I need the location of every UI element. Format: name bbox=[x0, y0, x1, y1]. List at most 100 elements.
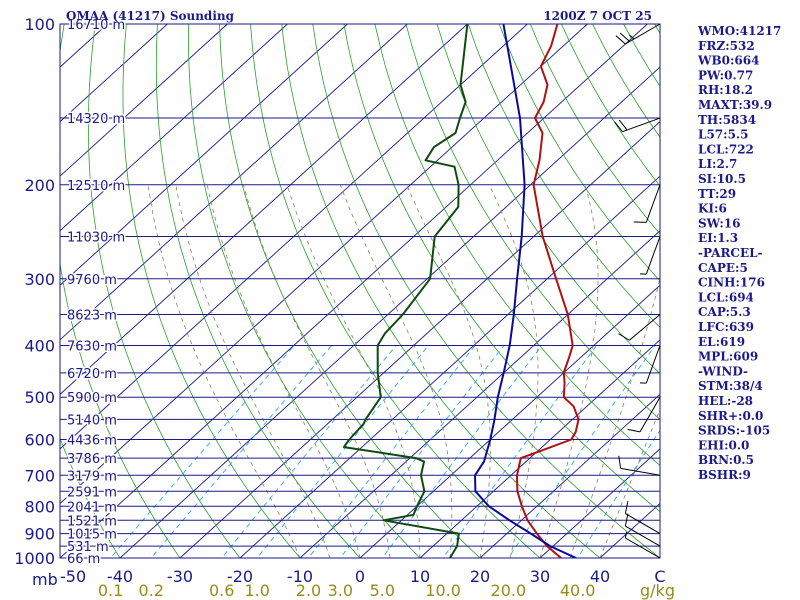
wind-barbs bbox=[614, 23, 661, 559]
isotherm bbox=[60, 24, 228, 177]
mixing-ratio-label: 0.6 bbox=[209, 581, 234, 600]
dry-adiabat bbox=[498, 24, 660, 282]
index-item: FRZ:532 bbox=[698, 39, 755, 53]
index-item: CINH:176 bbox=[698, 276, 765, 290]
height-label: 12510 m bbox=[67, 179, 125, 194]
temperature-tick-label: 20 bbox=[470, 567, 490, 586]
mixing-ratio-label: 0.1 bbox=[98, 581, 123, 600]
index-item: EHI:0.0 bbox=[698, 438, 749, 452]
moist-adiabat bbox=[147, 184, 301, 558]
index-item: KI:6 bbox=[698, 202, 727, 216]
wind-barb bbox=[615, 23, 661, 45]
chart-title: OMAA (41217) Sounding bbox=[66, 9, 235, 23]
dry-adiabat bbox=[88, 24, 241, 558]
wind-barb bbox=[624, 513, 661, 547]
isotherm bbox=[479, 393, 660, 558]
mixing-ratio-label: 2.0 bbox=[296, 581, 321, 600]
temperature-tick-label: -20 bbox=[227, 567, 253, 586]
index-item: EL:619 bbox=[698, 335, 745, 349]
pressure-tick-label: 100 bbox=[24, 15, 55, 34]
dry-adiabat bbox=[312, 24, 660, 558]
pressure-unit: mb bbox=[32, 570, 58, 589]
isobars bbox=[60, 23, 660, 559]
index-item: EI:1.3 bbox=[698, 231, 738, 245]
height-label: 1521 m bbox=[67, 514, 117, 529]
mixing-ratio-label: 10.0 bbox=[425, 581, 461, 600]
pressure-tick-label: 400 bbox=[24, 337, 55, 356]
index-item: HEL:-28 bbox=[698, 394, 753, 408]
temperature-tick-label: C bbox=[654, 567, 665, 586]
temperature-axis-labels: -50 -40 -30 -20 -10 0 10 20 30 40 C bbox=[60, 567, 666, 586]
dry-adiabat bbox=[219, 24, 481, 558]
index-item: -WIND- bbox=[698, 364, 748, 378]
height-label: 1015 m bbox=[67, 528, 117, 543]
isotherm bbox=[539, 448, 660, 558]
mixing-ratio-label: 20.0 bbox=[491, 581, 527, 600]
parcel-path-line bbox=[474, 24, 577, 558]
index-item: BRN:0.5 bbox=[698, 453, 754, 467]
mixing-ratio-label: 3.0 bbox=[328, 581, 353, 600]
index-item: LFC:639 bbox=[698, 320, 754, 334]
wind-barb bbox=[639, 345, 661, 384]
temperature-tick-label: -10 bbox=[287, 567, 313, 586]
height-label: 4436 m bbox=[67, 434, 117, 449]
height-label: 16710 m bbox=[67, 18, 125, 33]
mixing-ratio-label: 0.2 bbox=[139, 581, 164, 600]
isotherm bbox=[179, 121, 660, 558]
moist-adiabat bbox=[569, 276, 660, 558]
wind-barb bbox=[624, 531, 661, 559]
height-label: 531 m bbox=[67, 540, 109, 555]
pressure-tick-label: 1000 bbox=[14, 549, 55, 568]
height-label: 14320 m bbox=[67, 112, 125, 127]
temperature-tick-label: -30 bbox=[167, 567, 193, 586]
isotherm bbox=[60, 24, 348, 286]
mixing-ratio-line bbox=[150, 345, 333, 558]
height-label: 11030 m bbox=[67, 230, 125, 245]
height-label: 2591 m bbox=[67, 485, 117, 500]
mixing-ratio-line bbox=[221, 345, 397, 558]
pressure-tick-label: 500 bbox=[24, 388, 55, 407]
chart-time: 1200Z 7 OCT 25 bbox=[543, 9, 652, 23]
index-item: CAPE:5 bbox=[698, 261, 748, 275]
pressure-tick-label: 800 bbox=[24, 497, 55, 516]
wind-barb bbox=[624, 501, 661, 534]
dry-adiabat bbox=[281, 24, 601, 558]
pressure-tick-label: 900 bbox=[24, 525, 55, 544]
pressure-axis-labels: 100 200 300 400 500 600 700 800 900 1000 bbox=[14, 15, 55, 568]
dry-adiabat bbox=[60, 437, 121, 558]
index-item: LCL:722 bbox=[698, 142, 754, 156]
sounding-indices: WMO:41217FRZ:532WB0:664PW:0.77RH:18.2MAX… bbox=[697, 24, 781, 482]
isotherm bbox=[60, 24, 648, 558]
temperature-tick-label: 40 bbox=[590, 567, 610, 586]
mixing-ratio-line bbox=[577, 429, 660, 558]
index-item: MAXT:39.9 bbox=[698, 98, 772, 112]
height-labels: 16710 m 14320 m 12510 m 11030 m 9760 m 8623 m… bbox=[66, 17, 127, 569]
isotherm bbox=[60, 24, 408, 341]
index-item: SRDS:-105 bbox=[698, 424, 770, 438]
temperature-line bbox=[516, 24, 580, 558]
isotherm bbox=[60, 24, 588, 505]
height-label: 8623 m bbox=[67, 309, 117, 324]
index-item: LCL:694 bbox=[698, 290, 754, 304]
moist-adiabat bbox=[406, 184, 491, 558]
height-label: 7630 m bbox=[67, 340, 117, 355]
height-label: 3179 m bbox=[67, 469, 117, 484]
isotherm bbox=[359, 284, 660, 558]
dry-adiabat bbox=[60, 24, 181, 558]
background-grid bbox=[60, 24, 660, 558]
index-item: MPL:609 bbox=[698, 350, 758, 364]
mixing-ratio-label: 40.0 bbox=[560, 581, 596, 600]
moist-adiabat bbox=[339, 184, 453, 558]
index-item: TH:5834 bbox=[698, 113, 756, 127]
pressure-tick-label: 700 bbox=[24, 466, 55, 485]
isotherm bbox=[60, 24, 168, 123]
index-item: BSHR:9 bbox=[698, 468, 751, 482]
moist-adiabat bbox=[599, 408, 660, 558]
mixing-ratio-label: 1.0 bbox=[244, 581, 269, 600]
mixing-ratio-line bbox=[307, 345, 476, 558]
wind-barb bbox=[618, 314, 661, 341]
dry-adiabat bbox=[250, 24, 541, 558]
mixing-ratio-line bbox=[381, 345, 543, 558]
mixing-ratio-line bbox=[339, 345, 505, 558]
